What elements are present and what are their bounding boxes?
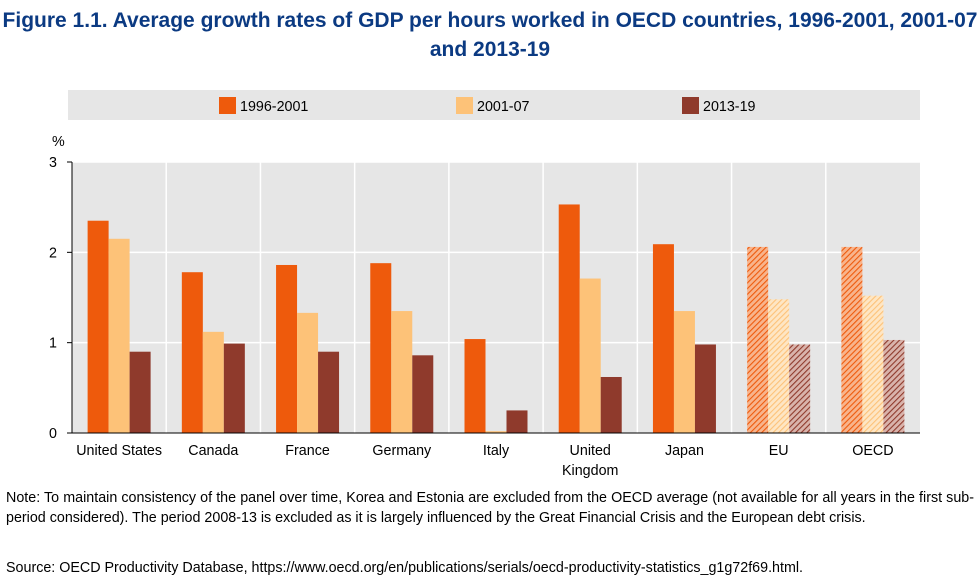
bar-united-states-2013-19 xyxy=(129,351,151,433)
bar-canada-2013-19 xyxy=(223,343,245,433)
x-tick-label-italy: Italy xyxy=(483,443,510,459)
y-tick-label-1: 1 xyxy=(49,336,57,352)
bar-united-states-2001-07 xyxy=(108,238,130,433)
figure-title: Figure 1.1. Average growth rates of GDP … xyxy=(0,6,980,64)
figure-note: Note: To maintain consistency of the pan… xyxy=(6,490,974,526)
bar-eu-2001-07 xyxy=(768,299,790,433)
bar-united-kingdom-1996-2001 xyxy=(558,204,580,433)
bar-germany-2001-07 xyxy=(391,311,413,433)
legend: 1996-2001 2001-07 2013-19 xyxy=(68,90,920,120)
y-tick-label-2: 2 xyxy=(49,245,57,261)
figure-source: Source: OECD Productivity Database, http… xyxy=(6,560,804,576)
bar-oecd-2001-07 xyxy=(862,295,884,433)
x-tick-label-japan: Japan xyxy=(665,443,704,459)
bar-chart: 1996-2001 2001-07 2013-19 United States Can… xyxy=(49,90,920,479)
x-tick-label-france: France xyxy=(285,443,330,459)
bar-germany-1996-2001 xyxy=(370,263,392,433)
y-tick-label-0: 0 xyxy=(49,426,57,442)
x-tick-label-united-states: United States xyxy=(76,443,162,459)
bar-france-2001-07 xyxy=(297,312,319,433)
bar-germany-2013-19 xyxy=(412,355,434,433)
x-tick-label-united-kingdom: United Kingdom xyxy=(562,443,618,479)
bar-italy-2013-19 xyxy=(506,410,528,433)
legend-band xyxy=(68,90,920,120)
x-tick-label-oecd: OECD xyxy=(852,443,893,459)
plot-area: United States Canada France Germany Italy Uni… xyxy=(49,134,920,479)
legend-label-2013-19: 2013-19 xyxy=(703,99,756,115)
bar-canada-2001-07 xyxy=(202,331,224,433)
bar-united-kingdom-2001-07 xyxy=(579,278,601,433)
bar-japan-2013-19 xyxy=(694,344,716,433)
bar-france-2013-19 xyxy=(318,351,340,433)
x-tick-label-eu: EU xyxy=(769,443,789,459)
figure-title-line-2: and 2013-19 xyxy=(429,38,551,61)
bar-eu-1996-2001 xyxy=(747,246,769,433)
bar-united-states-1996-2001 xyxy=(87,220,109,433)
bar-canada-1996-2001 xyxy=(181,272,203,433)
bar-eu-2013-19 xyxy=(789,344,811,433)
bar-italy-1996-2001 xyxy=(464,339,486,433)
y-axis-label: % xyxy=(52,134,65,150)
legend-swatch-1996-2001 xyxy=(219,97,236,114)
bar-france-1996-2001 xyxy=(276,264,298,433)
legend-label-1996-2001: 1996-2001 xyxy=(240,99,308,115)
bar-united-kingdom-2013-19 xyxy=(600,376,622,433)
x-tick-label-germany: Germany xyxy=(372,443,432,459)
bar-italy-2001-07 xyxy=(485,431,507,433)
bar-japan-2001-07 xyxy=(673,311,695,433)
bar-oecd-1996-2001 xyxy=(841,246,863,433)
y-tick-label-3: 3 xyxy=(49,155,57,171)
legend-label-2001-07: 2001-07 xyxy=(477,99,530,115)
figure-title-line-1: Figure 1.1. Average growth rates of GDP … xyxy=(2,9,978,32)
bar-japan-1996-2001 xyxy=(652,244,674,433)
legend-swatch-2001-07 xyxy=(456,97,473,114)
bar-oecd-2013-19 xyxy=(883,339,905,433)
legend-swatch-2013-19 xyxy=(682,97,699,114)
x-tick-label-canada: Canada xyxy=(188,443,238,459)
